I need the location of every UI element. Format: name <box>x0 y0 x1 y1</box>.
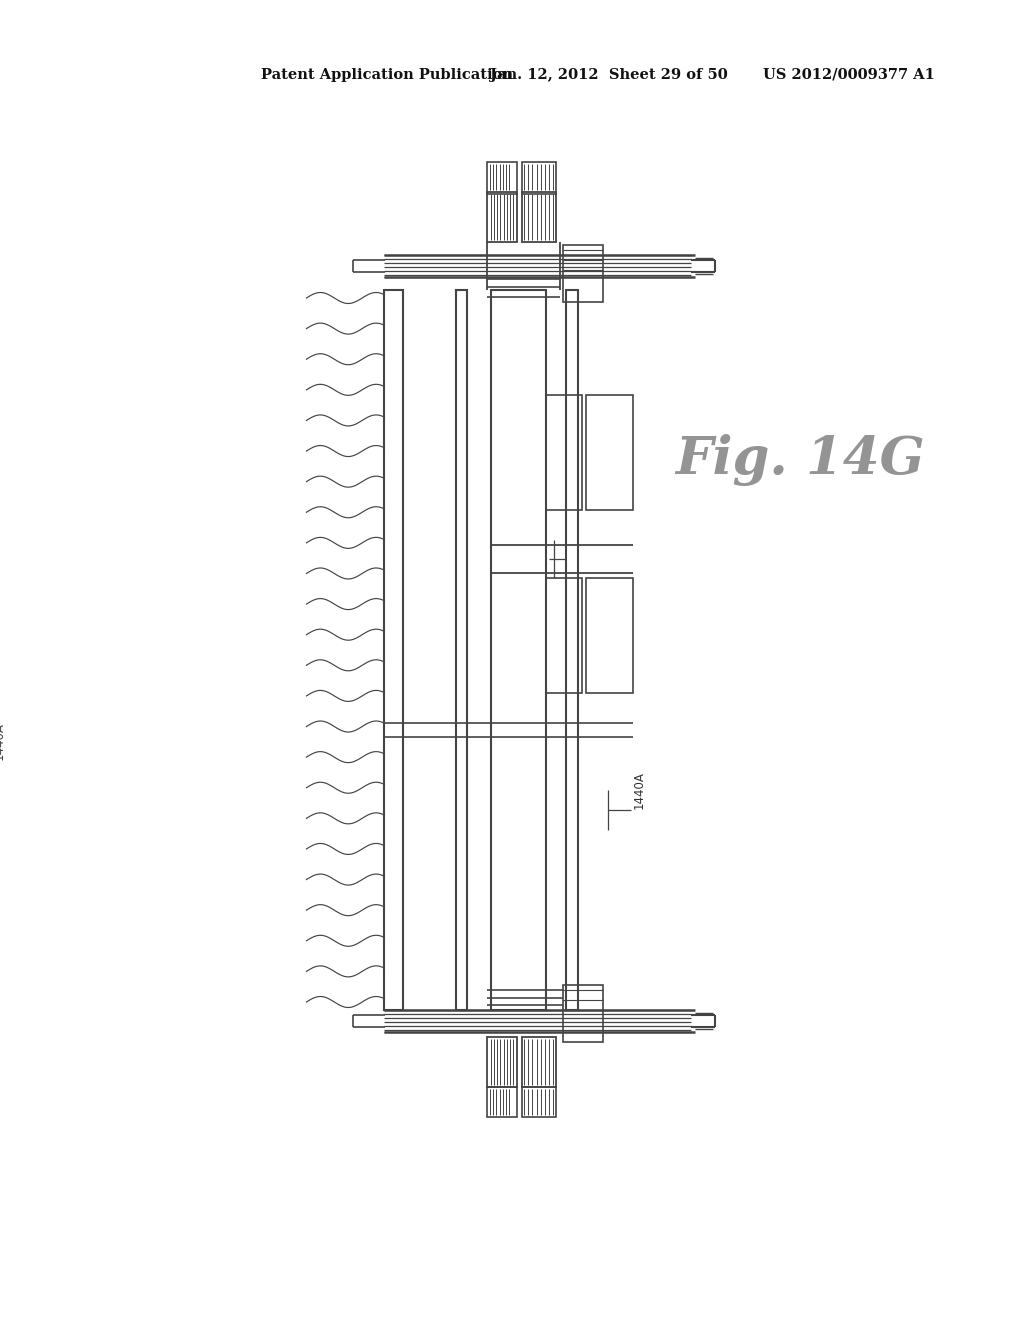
Bar <box>546 578 583 693</box>
Bar <box>456 290 467 1010</box>
Bar <box>522 1038 556 1086</box>
Bar <box>384 290 403 1010</box>
Bar <box>486 162 517 194</box>
Text: Fig. 14G: Fig. 14G <box>675 434 925 486</box>
Bar <box>587 578 633 693</box>
Bar <box>486 1086 517 1117</box>
Text: US 2012/0009377 A1: US 2012/0009377 A1 <box>763 69 935 82</box>
Bar <box>486 191 517 242</box>
Bar <box>522 191 556 242</box>
Text: Patent Application Publication: Patent Application Publication <box>260 69 513 82</box>
Bar <box>587 395 633 510</box>
Bar <box>486 1038 517 1086</box>
Bar <box>563 985 603 1041</box>
Text: 1440A: 1440A <box>0 722 6 760</box>
Bar <box>546 395 583 510</box>
Bar <box>522 162 556 194</box>
Text: 1440A: 1440A <box>633 771 646 809</box>
Bar <box>566 290 578 1010</box>
Bar <box>522 1086 556 1117</box>
Bar <box>563 246 603 302</box>
Bar <box>492 290 546 1010</box>
Text: Jan. 12, 2012  Sheet 29 of 50: Jan. 12, 2012 Sheet 29 of 50 <box>489 69 728 82</box>
